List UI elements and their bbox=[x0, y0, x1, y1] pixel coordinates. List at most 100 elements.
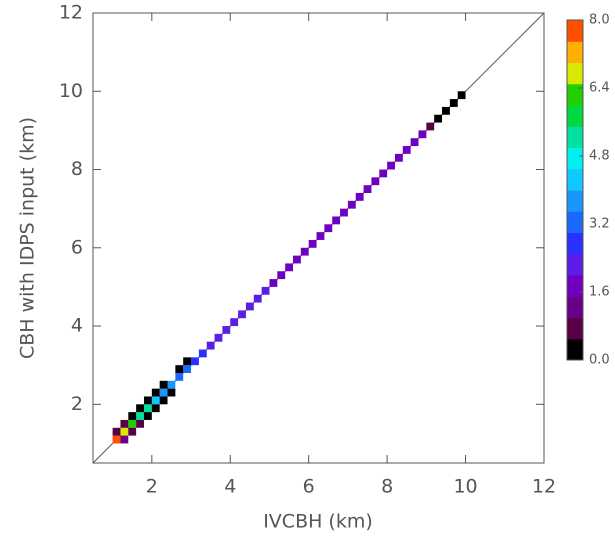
colorbar-band bbox=[567, 338, 583, 361]
colorbar-frame bbox=[566, 19, 584, 361]
y-tick-label: 8 bbox=[71, 158, 83, 180]
cell bbox=[355, 193, 364, 201]
cell bbox=[300, 247, 309, 256]
plot-frame bbox=[92, 12, 545, 464]
x-tick-label: 8 bbox=[381, 476, 393, 498]
cell bbox=[143, 404, 152, 413]
cell bbox=[175, 373, 184, 381]
y-tick-label: 4 bbox=[71, 315, 83, 337]
colorbar-tick-label: 1.6 bbox=[589, 285, 610, 300]
cell bbox=[198, 349, 207, 358]
cell bbox=[442, 106, 450, 115]
cell bbox=[402, 146, 411, 154]
y-tick-label: 10 bbox=[59, 80, 83, 102]
colorbar-band bbox=[567, 147, 583, 170]
cell bbox=[379, 169, 388, 178]
colorbar-band bbox=[567, 317, 583, 340]
cell bbox=[434, 114, 443, 123]
x-tick-label: 2 bbox=[146, 476, 158, 498]
cell bbox=[426, 122, 435, 131]
cell bbox=[418, 130, 427, 139]
cell bbox=[151, 388, 160, 397]
cell bbox=[159, 396, 168, 405]
cell bbox=[143, 396, 152, 405]
colorbar-band bbox=[567, 211, 583, 233]
cell bbox=[347, 200, 356, 209]
cell bbox=[371, 177, 380, 186]
cell bbox=[120, 427, 129, 436]
cell bbox=[183, 357, 192, 366]
cell bbox=[191, 357, 199, 366]
cell bbox=[269, 279, 278, 287]
cell bbox=[332, 216, 341, 225]
colorbar-tick-label: 0.0 bbox=[589, 353, 610, 368]
cell bbox=[387, 161, 395, 170]
x-tick-label: 12 bbox=[532, 476, 556, 498]
cell bbox=[308, 239, 317, 248]
cell bbox=[410, 138, 419, 147]
cell bbox=[394, 153, 403, 162]
cell bbox=[128, 419, 137, 428]
cell bbox=[175, 365, 184, 373]
cell bbox=[363, 185, 372, 193]
colorbar-band bbox=[567, 275, 583, 297]
y-tick-label: 6 bbox=[71, 236, 83, 258]
colorbar-band bbox=[567, 83, 583, 106]
colorbar-band bbox=[567, 62, 583, 85]
y-axis-label: CBH with IDPS input (km) bbox=[17, 117, 39, 359]
cell bbox=[136, 404, 144, 413]
colorbar-band bbox=[567, 105, 583, 127]
cell bbox=[136, 419, 144, 428]
colorbar-band bbox=[567, 190, 583, 212]
cell bbox=[324, 224, 333, 233]
cell bbox=[120, 435, 129, 444]
y-tick-label: 2 bbox=[71, 393, 83, 415]
colorbar-band bbox=[567, 168, 583, 191]
cell bbox=[261, 286, 270, 295]
cell bbox=[151, 404, 160, 413]
cell bbox=[167, 380, 176, 389]
cell bbox=[285, 263, 294, 272]
cell bbox=[183, 365, 192, 373]
cell bbox=[449, 99, 458, 107]
colorbar-band bbox=[567, 126, 583, 148]
cell bbox=[151, 396, 160, 405]
cell bbox=[293, 255, 301, 264]
cell bbox=[230, 318, 239, 327]
cell bbox=[112, 435, 121, 444]
x-axis-label: IVCBH (km) bbox=[263, 511, 373, 533]
colorbar-tick-label: 8.0 bbox=[589, 13, 610, 28]
x-tick-label: 4 bbox=[224, 476, 236, 498]
cell bbox=[214, 333, 223, 342]
cell bbox=[238, 310, 246, 319]
cell bbox=[340, 208, 348, 217]
cell bbox=[159, 388, 168, 397]
cell bbox=[457, 91, 466, 100]
cell bbox=[167, 388, 176, 397]
cell bbox=[277, 271, 286, 280]
colorbar-tick-label: 4.8 bbox=[589, 149, 610, 164]
cell bbox=[206, 341, 215, 350]
colorbar-band bbox=[567, 253, 583, 276]
cell bbox=[128, 412, 137, 420]
x-tick-label: 10 bbox=[453, 476, 477, 498]
cell bbox=[159, 380, 168, 389]
colorbar-band bbox=[567, 232, 583, 255]
cell bbox=[316, 232, 325, 240]
cell bbox=[128, 427, 137, 436]
y-tick-label: 12 bbox=[59, 2, 83, 24]
colorbar-tick-label: 6.4 bbox=[589, 81, 610, 96]
cell bbox=[253, 294, 262, 303]
cell bbox=[143, 412, 152, 420]
cell bbox=[222, 326, 231, 334]
cell bbox=[120, 419, 129, 428]
cell bbox=[245, 302, 254, 311]
x-tick-label: 6 bbox=[303, 476, 315, 498]
colorbar-tick-label: 3.2 bbox=[589, 217, 610, 232]
cell bbox=[136, 412, 144, 420]
cell bbox=[112, 427, 121, 436]
colorbar-band bbox=[567, 20, 583, 42]
colorbar-band bbox=[567, 41, 583, 63]
colorbar-band bbox=[567, 296, 583, 318]
